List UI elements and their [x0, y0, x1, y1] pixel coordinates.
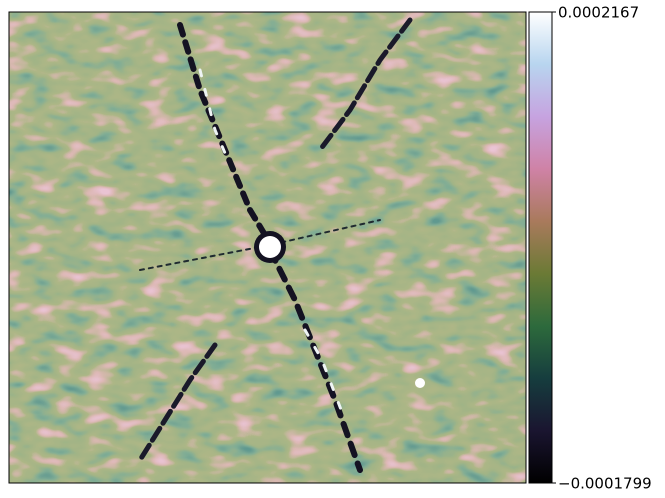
colorbar-tick-label: −0.0001799 — [558, 475, 652, 493]
image — [9, 12, 526, 483]
image-frame — [8, 11, 527, 484]
image-streaks — [137, 17, 413, 473]
source-spot — [415, 378, 425, 388]
colorbar-tick-label: 0.0002167 — [558, 4, 639, 22]
colorbar — [528, 11, 553, 484]
source-core — [259, 236, 281, 258]
